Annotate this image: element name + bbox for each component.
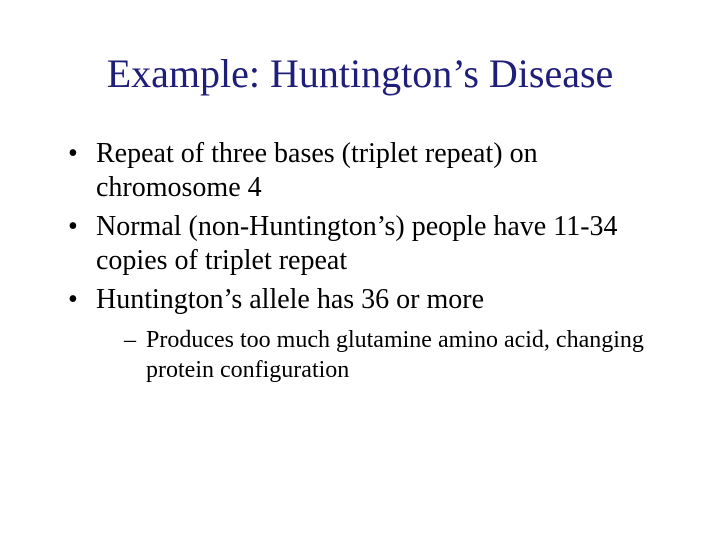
list-item: Huntington’s allele has 36 or more Produ…: [68, 283, 670, 385]
slide-title: Example: Huntington’s Disease: [50, 50, 670, 97]
list-item: Repeat of three bases (triplet repeat) o…: [68, 137, 670, 204]
sub-bullet-list: Produces too much glutamine amino acid, …: [124, 325, 670, 385]
list-item: Normal (non-Huntington’s) people have 11…: [68, 210, 670, 277]
list-item: Produces too much glutamine amino acid, …: [124, 325, 670, 385]
bullet-text: Huntington’s allele has 36 or more: [96, 284, 484, 315]
bullet-text: Repeat of three bases (triplet repeat) o…: [96, 138, 538, 203]
bullet-text: Normal (non-Huntington’s) people have 11…: [96, 211, 618, 276]
slide: Example: Huntington’s Disease Repeat of …: [0, 0, 720, 540]
bullet-list: Repeat of three bases (triplet repeat) o…: [68, 137, 670, 385]
sub-bullet-text: Produces too much glutamine amino acid, …: [146, 327, 644, 383]
